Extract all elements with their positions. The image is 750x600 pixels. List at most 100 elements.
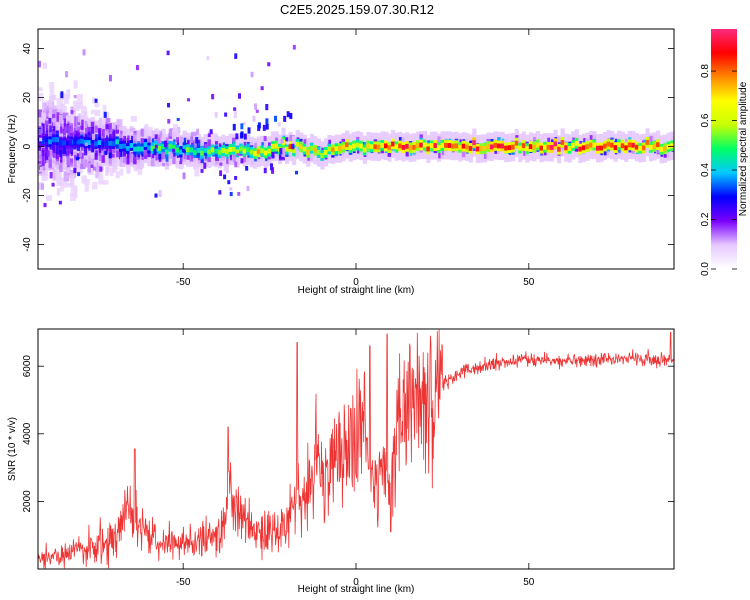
chart-title: C2E5.2025.159.07.30.R12 — [280, 2, 434, 17]
spectrogram-cell — [94, 141, 99, 147]
spectrogram-cell — [225, 166, 229, 174]
spectrogram-cell — [90, 145, 97, 153]
spectrogram-cell — [59, 187, 64, 192]
spectrogram-cell — [670, 143, 674, 149]
colorbar-tick-label: 0.4 — [700, 163, 711, 177]
spectrogram-cell — [90, 164, 94, 168]
spectrogram-cell — [338, 146, 343, 152]
spectrogram-cell — [437, 136, 443, 146]
spectrogram-cell — [90, 138, 95, 144]
spectrogram-cell — [362, 147, 367, 153]
spectrogram-cell — [274, 115, 278, 122]
spectrogram-cell — [511, 144, 516, 150]
spectrogram-cell — [186, 154, 193, 160]
spectrogram-cell — [535, 142, 541, 148]
colorbar-tick-label: 0.6 — [700, 113, 711, 127]
spectrogram-cell — [52, 109, 58, 117]
spectrogram-cell — [219, 170, 223, 177]
spectrogram-cell — [164, 149, 170, 155]
spectrogram-cell — [627, 142, 632, 148]
spectrogram-cell — [112, 152, 119, 164]
spectrogram-cell — [66, 89, 71, 100]
spectrogram-cell — [49, 151, 54, 161]
spectrogram-cell — [154, 144, 158, 149]
spectrogram-cell — [440, 142, 445, 148]
spectrogram-cell — [234, 176, 238, 180]
spectrogram-cell — [166, 50, 170, 56]
spectrogram-cell — [182, 131, 187, 136]
spectrogram-cell — [167, 102, 171, 108]
spectrogram-cell — [133, 163, 138, 172]
spectrogram-cell — [87, 123, 92, 133]
spectrogram-cell — [75, 130, 79, 137]
spectrogram-cell — [533, 137, 537, 145]
spectrogram-cell — [447, 143, 452, 148]
spectrogram-cell — [271, 167, 275, 174]
spectrogram-cell — [475, 146, 480, 152]
spectrogram-cell — [176, 162, 181, 169]
spectrogram-cell — [620, 143, 625, 149]
spectrogram-cell — [109, 134, 115, 140]
spectrogram-cell — [58, 200, 62, 205]
spectrogram-cell — [93, 160, 97, 167]
spectrogram-cell — [99, 166, 103, 172]
spectrogram-cell — [546, 144, 551, 150]
spectrogram-cell — [553, 141, 558, 147]
spectrogram-cell — [309, 145, 314, 151]
spectrogram-cell — [112, 128, 118, 139]
spectrogram-cell — [253, 151, 258, 156]
spectrogram-cell — [330, 147, 336, 153]
spectrogram-cell — [254, 103, 258, 110]
spectrogram-cell — [189, 147, 194, 153]
spectrogram-cell — [234, 161, 238, 168]
spectrogram-cell — [240, 123, 244, 130]
spectrogram-cell — [210, 147, 215, 153]
snr-y-tick-label: 4000 — [22, 422, 33, 445]
spectrogram-cell — [123, 148, 127, 157]
snr-y-axis-label: SNR (10 * v/v) — [7, 417, 18, 481]
spectrogram-cell — [634, 144, 639, 150]
spectrogram-cell — [105, 129, 109, 135]
spectrogram-cell — [76, 139, 81, 145]
spectrogram-cell — [79, 151, 83, 158]
spectrogram-cell — [42, 113, 47, 118]
spectrogram-cell — [521, 143, 526, 149]
spectrogram-cell — [77, 102, 84, 110]
spectrogram-cell — [92, 166, 96, 171]
spectrogram-cell — [530, 136, 535, 143]
spectrogram-cell — [38, 60, 42, 68]
spectrogram-cell — [45, 110, 50, 115]
spectrogram-cell — [461, 143, 466, 149]
spectrogram-cell — [217, 149, 223, 155]
spectrogram-cell — [218, 190, 222, 195]
snr-x-tick-label: 0 — [353, 577, 359, 588]
spectrogram-cell — [233, 107, 237, 111]
spectrogram-cell — [334, 146, 339, 152]
spectrogram-cell — [162, 162, 166, 167]
spectrogram-cell — [83, 139, 88, 145]
spectrogram-cell — [525, 146, 530, 152]
spectrogram-cell — [126, 146, 131, 151]
spectrogram-cell — [245, 166, 249, 171]
spectrogram-cell — [68, 125, 72, 130]
spectrogram-cell — [115, 139, 120, 145]
spectrogram-cell — [228, 146, 233, 152]
spectrogram-cell — [182, 145, 187, 151]
spectrogram-cell — [214, 148, 219, 154]
spectrogram-cell — [194, 166, 200, 177]
spectrogram-cell — [48, 128, 55, 139]
spectrogram-cell — [275, 137, 279, 142]
spectrogram-cell — [254, 142, 258, 152]
spectrogram-cell — [73, 95, 77, 99]
spectrogram-cell — [46, 150, 50, 157]
spectrogram-cell — [38, 128, 44, 137]
spectrogram-cell — [286, 111, 290, 118]
spectrogram-cell — [263, 167, 267, 174]
spectrogram-cell — [68, 140, 72, 145]
spectrogram-cell — [281, 139, 286, 145]
spectrogram-cell — [317, 154, 323, 163]
spectrogram-cell — [55, 145, 60, 155]
spectrogram-cell — [90, 109, 96, 114]
spectrogram-cell — [412, 144, 417, 150]
